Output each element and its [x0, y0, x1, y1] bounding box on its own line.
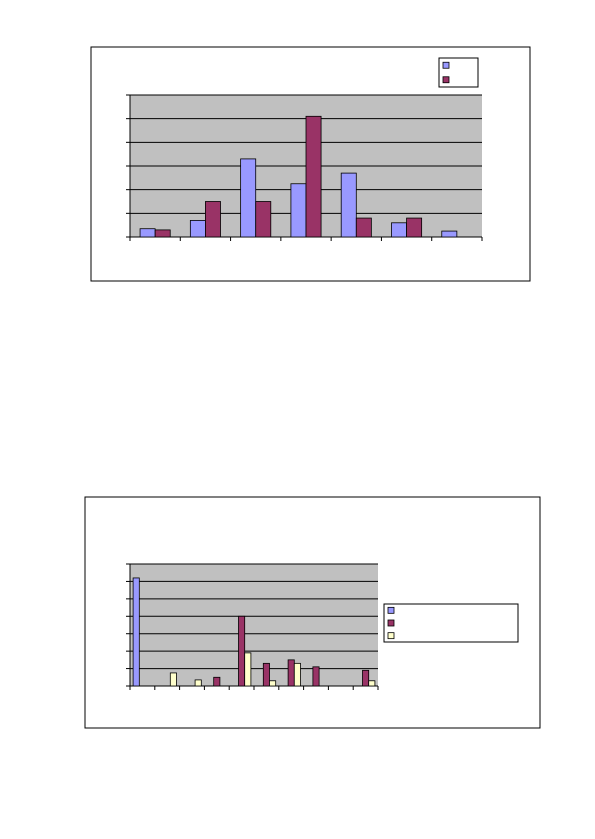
bar: [287, 659, 295, 687]
bar: [213, 676, 221, 687]
bar: [305, 115, 322, 238]
bar: [240, 158, 257, 238]
bar: [269, 680, 277, 687]
bar: [406, 217, 423, 238]
bar: [391, 222, 407, 238]
bar: [355, 217, 372, 238]
bar: [238, 615, 246, 687]
bar: [362, 669, 370, 687]
bar: [262, 662, 270, 687]
bar: [312, 666, 320, 687]
bar: [290, 183, 307, 238]
bar: [132, 577, 140, 687]
bar: [255, 201, 272, 238]
bar: [205, 201, 221, 238]
plot-area: [130, 564, 378, 686]
bar: [244, 652, 252, 687]
bar: [293, 662, 301, 687]
bar: [441, 230, 458, 238]
legend-swatch: [387, 606, 395, 614]
bar: [139, 228, 156, 238]
legend-swatch: [387, 632, 395, 640]
bar: [194, 679, 202, 687]
legend: [383, 603, 519, 643]
bar: [368, 680, 376, 687]
legend-swatch: [442, 76, 450, 84]
bar: [189, 220, 206, 238]
bar: [154, 229, 171, 238]
bar: [340, 172, 357, 238]
legend-swatch: [387, 619, 395, 627]
bar: [169, 672, 177, 687]
legend-swatch: [442, 61, 450, 69]
